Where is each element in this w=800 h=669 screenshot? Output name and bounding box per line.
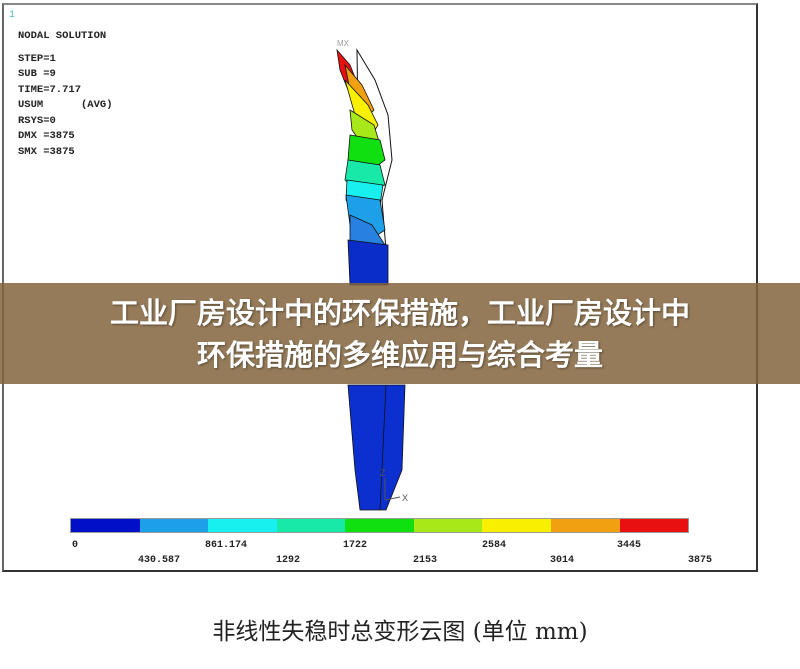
legend-label: 2584 bbox=[482, 540, 507, 551]
legend-label: 861.174 bbox=[205, 540, 248, 551]
top-node-label: MX bbox=[337, 39, 350, 48]
legend-label: 2153 bbox=[413, 555, 438, 566]
color-legend-swatch bbox=[71, 519, 140, 532]
banner-line-2: 环保措施的多维应用与综合考量 bbox=[196, 337, 603, 372]
axis-triad-icon: Z X bbox=[380, 468, 408, 503]
axis-x-label: X bbox=[402, 493, 408, 503]
color-legend-swatch bbox=[139, 519, 209, 532]
info-sub: SUB =9 bbox=[18, 68, 56, 80]
solution-title: NODAL SOLUTION bbox=[18, 30, 107, 42]
color-legend-swatch bbox=[276, 519, 346, 532]
color-legend-swatch bbox=[345, 519, 414, 532]
color-legend-swatch bbox=[208, 519, 277, 532]
color-legend-swatch bbox=[482, 519, 551, 532]
banner-line-1: 工业厂房设计中的环保措施，工业厂房设计中 bbox=[109, 295, 690, 330]
axis-z-label: Z bbox=[380, 468, 386, 478]
window-number: 1 bbox=[9, 10, 16, 21]
info-time: TIME=7.717 bbox=[18, 83, 82, 96]
info-usum: USUM (AVG) bbox=[18, 99, 113, 111]
color-legend-swatch bbox=[619, 519, 689, 532]
color-legend-bar bbox=[70, 518, 689, 533]
legend-label: 3014 bbox=[550, 555, 575, 566]
info-smx: SMX =3875 bbox=[18, 145, 75, 158]
legend-label: 3445 bbox=[617, 540, 642, 551]
color-legend-swatch bbox=[550, 519, 620, 532]
deformed-column bbox=[336, 48, 406, 511]
legend-label: 0 bbox=[72, 540, 79, 551]
solution-info: NODAL SOLUTION STEP=1 SUB =9 TIME=7.717 … bbox=[18, 29, 113, 160]
legend-label: 3875 bbox=[688, 555, 713, 566]
title-banner: 工业厂房设计中的环保措施，工业厂房设计中 环保措施的多维应用与综合考量 bbox=[0, 283, 800, 384]
legend-label: 1722 bbox=[343, 540, 368, 551]
color-legend-swatch bbox=[413, 519, 483, 532]
figure-caption: 非线性失稳时总变形云图 (单位 mm) bbox=[212, 619, 588, 645]
info-rsys: RSYS=0 bbox=[18, 114, 56, 127]
legend-label: 430.587 bbox=[138, 555, 181, 566]
info-dmx: DMX =3875 bbox=[18, 130, 75, 142]
info-step: STEP=1 bbox=[18, 52, 56, 65]
legend-label: 1292 bbox=[276, 555, 301, 566]
deformed-column-figure: MX Z X bbox=[336, 39, 408, 511]
